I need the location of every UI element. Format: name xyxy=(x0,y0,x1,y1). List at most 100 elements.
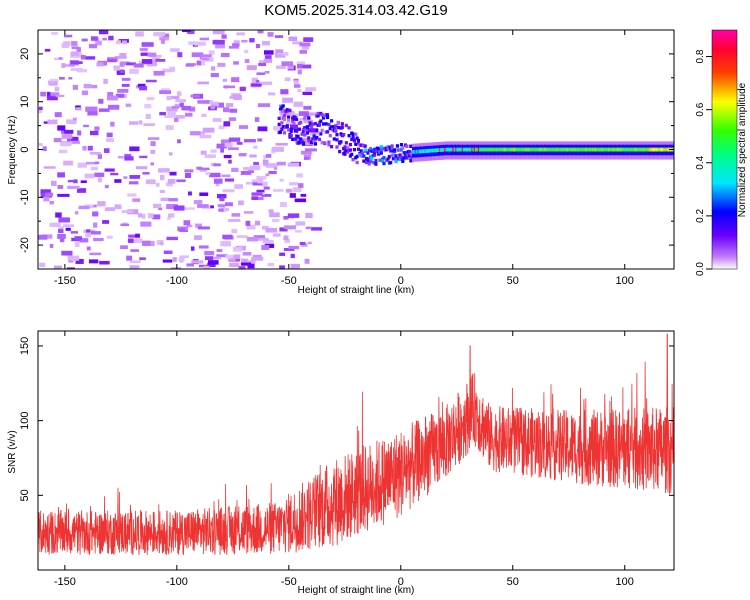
heatmap-cell xyxy=(48,80,58,86)
heatmap-cell xyxy=(655,147,657,152)
heatmap-cell xyxy=(631,151,633,156)
heatmap-cell xyxy=(549,141,551,147)
heatmap-cell xyxy=(472,147,475,152)
heatmap-cell xyxy=(514,141,516,147)
heatmap-cell xyxy=(323,141,327,145)
heatmap-cell xyxy=(94,161,100,165)
heatmap-cell xyxy=(239,86,246,92)
heatmap-cell xyxy=(557,141,559,147)
heatmap-cell xyxy=(413,153,415,158)
heatmap-cell xyxy=(377,152,381,156)
heatmap-cell xyxy=(325,115,330,120)
heatmap-cell xyxy=(279,252,286,256)
heatmap-cell xyxy=(182,207,195,210)
heatmap-cell xyxy=(66,119,77,124)
heatmap-cell xyxy=(368,147,373,151)
heatmap-cell xyxy=(643,154,645,160)
heatmap-cell xyxy=(477,151,480,156)
heatmap-cell xyxy=(289,133,293,138)
heatmap-cell xyxy=(418,149,421,154)
heatmap-cell xyxy=(532,154,535,160)
heatmap-cell xyxy=(259,60,267,64)
heatmap-cell xyxy=(445,141,448,147)
heatmap-cell xyxy=(379,148,383,152)
heatmap-cell xyxy=(588,144,590,149)
heatmap-cell xyxy=(87,145,93,151)
heatmap-cell xyxy=(309,140,314,145)
heatmap-cell xyxy=(626,151,629,156)
heatmap-cell xyxy=(536,141,539,147)
heatmap-cell xyxy=(389,149,393,153)
heatmap-cell xyxy=(47,80,53,84)
heatmap-cell xyxy=(201,57,210,61)
heatmap-cell xyxy=(379,145,383,149)
heatmap-cell xyxy=(135,233,140,238)
heatmap-cell xyxy=(583,144,586,149)
heatmap-cell xyxy=(293,78,299,82)
heatmap-cell xyxy=(287,162,300,167)
heatmap-cell xyxy=(624,141,626,147)
heatmap-cell xyxy=(296,63,303,69)
heatmap-cell xyxy=(635,154,637,160)
heatmap-cell xyxy=(305,87,317,91)
heatmap-cell xyxy=(316,113,320,118)
heatmap-cell xyxy=(620,141,622,147)
heatmap-cell xyxy=(129,265,140,269)
heatmap-cell xyxy=(389,160,393,165)
heatmap-cell xyxy=(411,157,414,162)
heatmap-cell xyxy=(602,151,605,156)
heatmap-cell xyxy=(356,138,361,143)
heatmap-cell xyxy=(585,147,587,152)
heatmap-cell xyxy=(609,154,612,160)
heatmap-cell xyxy=(40,91,46,97)
heatmap-cell xyxy=(479,154,481,160)
heatmap-cell xyxy=(514,154,516,160)
heatmap-cell xyxy=(449,144,452,149)
heatmap-cell xyxy=(429,145,432,150)
heatmap-cell xyxy=(499,151,501,156)
heatmap-cell xyxy=(496,147,499,152)
heatmap-cell xyxy=(74,236,82,241)
heatmap-cell xyxy=(626,141,629,147)
heatmap-cell xyxy=(182,106,191,111)
heatmap-cell xyxy=(265,173,270,177)
heatmap-cell xyxy=(163,250,173,254)
heatmap-cell xyxy=(469,141,472,147)
heatmap-cell xyxy=(653,151,656,156)
heatmap-cell xyxy=(567,141,570,147)
heatmap-cell xyxy=(351,157,355,162)
heatmap-cell xyxy=(312,134,316,138)
heatmap-cell xyxy=(667,154,669,160)
heatmap-cell xyxy=(471,147,473,152)
heatmap-cell xyxy=(43,166,56,169)
heatmap-cell xyxy=(119,53,127,58)
heatmap-cell xyxy=(285,188,292,193)
heatmap-cell xyxy=(520,141,523,147)
heatmap-cell xyxy=(575,151,578,156)
heatmap-cell xyxy=(491,151,493,156)
heatmap-cell xyxy=(57,233,66,239)
heatmap-cell xyxy=(596,144,598,149)
heatmap-cell xyxy=(600,154,602,160)
heatmap-cell xyxy=(300,132,304,136)
heatmap-cell xyxy=(621,144,624,149)
heatmap-cell xyxy=(57,193,70,197)
heatmap-cell xyxy=(85,106,98,112)
heatmap-cell xyxy=(542,151,544,156)
heatmap-cell xyxy=(511,141,513,147)
heatmap-cell xyxy=(600,144,602,149)
heatmap-cell xyxy=(585,144,587,149)
heatmap-cell xyxy=(534,141,536,147)
heatmap-cell xyxy=(281,104,285,108)
heatmap-cell xyxy=(434,152,437,157)
heatmap-cell xyxy=(515,147,518,152)
heatmap-cell xyxy=(649,141,652,147)
heatmap-cell xyxy=(535,141,538,147)
heatmap-cell xyxy=(87,111,98,116)
heatmap-cell xyxy=(601,151,604,156)
heatmap-cell xyxy=(546,144,548,149)
heatmap-cell xyxy=(655,154,657,160)
heatmap-cell xyxy=(550,141,552,147)
heatmap-cell xyxy=(279,227,288,232)
heatmap-cell xyxy=(60,141,72,145)
